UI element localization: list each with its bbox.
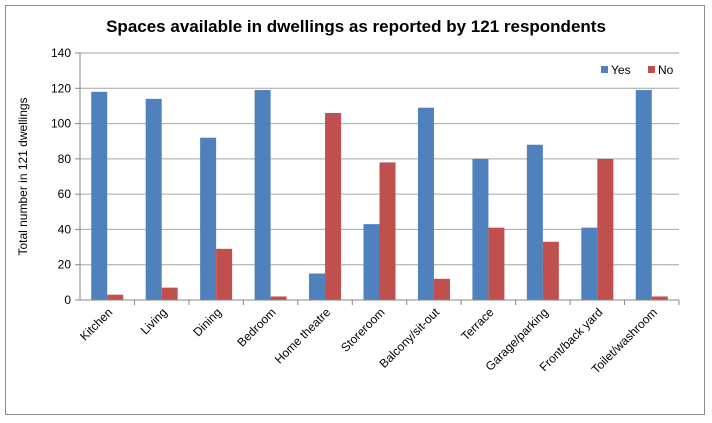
axes: [79, 53, 680, 305]
bar-no-4: [325, 112, 342, 300]
bar-no-8: [542, 241, 559, 300]
legend-label-yes: Yes: [611, 63, 631, 77]
legend: Yes No: [601, 63, 674, 77]
bar-yes-10: [635, 90, 652, 300]
chart-title: Spaces available in dwellings as reporte…: [106, 17, 606, 36]
x-tick-label: Terrace: [458, 305, 496, 343]
bar-no-5: [379, 162, 396, 300]
bar-no-2: [216, 248, 233, 300]
bar-yes-0: [91, 91, 108, 300]
y-tick-label: 120: [51, 81, 71, 95]
x-tick-label: Bedroom: [234, 305, 278, 349]
bar-no-3: [270, 296, 287, 300]
x-tick-label: Living: [138, 305, 170, 337]
y-tick-label: 0: [64, 293, 71, 307]
y-tick-label: 60: [58, 187, 72, 201]
bar-no-6: [433, 278, 450, 300]
bar-yes-6: [417, 107, 434, 300]
bar-yes-3: [254, 90, 271, 300]
y-tick-label: 40: [58, 222, 72, 236]
bar-no-0: [107, 294, 124, 300]
bars: [91, 90, 668, 300]
bar-yes-4: [309, 273, 326, 300]
y-tick-labels: 0 20 40 60 80 100 120 140: [51, 46, 71, 307]
x-tick-label: Kitchen: [77, 305, 115, 343]
y-tick-label: 80: [58, 152, 72, 166]
bar-yes-9: [581, 227, 598, 300]
legend-label-no: No: [658, 63, 674, 77]
bar-no-9: [597, 158, 614, 300]
x-tick-label: Home theatre: [272, 305, 334, 367]
y-tick-label: 20: [58, 258, 72, 272]
bar-yes-1: [145, 98, 162, 300]
x-tick-label: Dining: [190, 305, 224, 339]
bar-no-7: [488, 227, 505, 300]
bar-yes-5: [363, 224, 380, 300]
x-tick-label: Storeroom: [338, 305, 388, 355]
bar-yes-7: [472, 158, 489, 300]
y-axis-label: Total number in 121 dwellings: [16, 97, 30, 255]
legend-swatch-no: [648, 66, 655, 73]
y-tick-label: 100: [51, 117, 71, 131]
bar-no-1: [161, 287, 178, 300]
y-tick-label: 140: [51, 46, 71, 60]
legend-swatch-yes: [601, 66, 608, 73]
bar-no-10: [651, 296, 668, 300]
chart-frame: [5, 5, 705, 415]
bar-yes-8: [526, 144, 543, 300]
bar-yes-2: [200, 137, 217, 300]
